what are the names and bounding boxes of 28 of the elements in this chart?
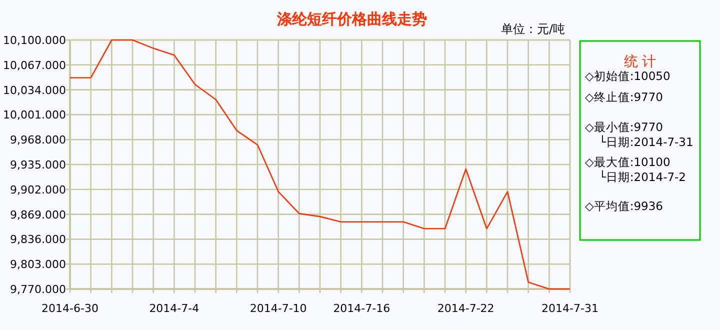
text: ◇最大值:10100 xyxy=(585,155,670,169)
y-tick-label: 9,836.000 xyxy=(10,233,66,246)
y-tick-label: 9,968.000 xyxy=(10,134,66,147)
y-tick-label: 9,935.000 xyxy=(10,158,66,172)
text: 统 计 xyxy=(624,54,656,70)
x-tick-label: 2014-7-16 xyxy=(333,302,390,315)
chart-title: 涤纶短纤价格曲线走势 xyxy=(276,10,427,28)
text: ◇最小值:9770 xyxy=(585,120,663,134)
text: ◇终止值:9770 xyxy=(585,90,663,104)
x-tick-label: 2014-7-4 xyxy=(149,302,200,315)
y-tick-label: 9,869.000 xyxy=(10,208,66,222)
x-tick-label: 2014-7-22 xyxy=(437,302,494,315)
text: ◇初始值:10050 xyxy=(585,69,670,83)
text: └日期:2014-7-31 xyxy=(599,135,694,149)
x-tick-label: 2014-7-31 xyxy=(542,302,598,315)
text: ◇平均值:9936 xyxy=(585,199,663,213)
y-tick-label: 10,034.000 xyxy=(3,84,66,97)
text: └日期:2014-7-2 xyxy=(599,170,686,184)
line-series xyxy=(69,39,571,290)
y-tick-label: 9,770.000 xyxy=(10,283,66,296)
x-tick-label: 2014-7-10 xyxy=(250,302,307,315)
y-tick-label: 10,067.000 xyxy=(3,58,66,72)
y-tick-label: 9,902.000 xyxy=(10,183,66,196)
y-tick-label: 9,803.000 xyxy=(10,258,66,272)
y-tick-label: 10,001.000 xyxy=(3,108,66,122)
x-tick-label: 2014-6-30 xyxy=(42,302,98,315)
text: 单位：元/吨 xyxy=(500,22,565,36)
y-tick-label: 10,100.000 xyxy=(3,34,66,47)
